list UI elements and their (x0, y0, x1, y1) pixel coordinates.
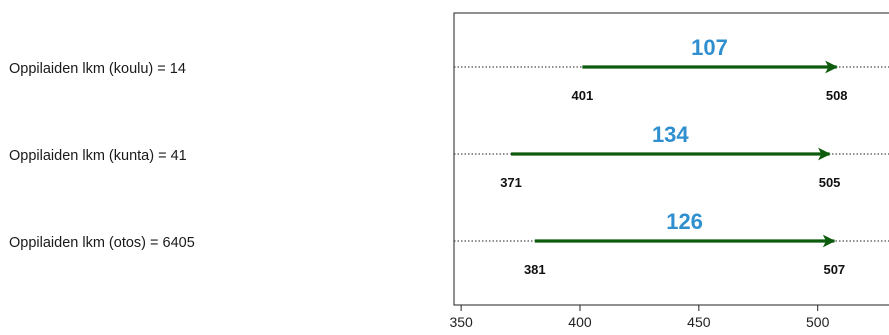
end-value-label: 507 (823, 262, 845, 277)
change-label: 126 (666, 209, 703, 234)
row-label-otos: Oppilaiden lkm (otos) = 6405 (9, 235, 195, 251)
change-label: 134 (652, 122, 689, 147)
start-value-label: 371 (500, 175, 522, 190)
row-label-koulu: Oppilaiden lkm (koulu) = 14 (9, 61, 186, 77)
x-tick-label: 400 (568, 314, 592, 330)
change-label: 107 (691, 35, 728, 60)
x-tick-label: 350 (449, 314, 473, 330)
x-tick-label: 500 (806, 314, 830, 330)
end-value-label: 505 (819, 175, 841, 190)
start-value-label: 401 (572, 88, 594, 103)
start-value-label: 381 (524, 262, 546, 277)
plot-frame (453, 12, 889, 306)
end-value-label: 508 (826, 88, 848, 103)
x-tick-label: 450 (687, 314, 711, 330)
row-label-kunta: Oppilaiden lkm (kunta) = 41 (9, 148, 187, 164)
